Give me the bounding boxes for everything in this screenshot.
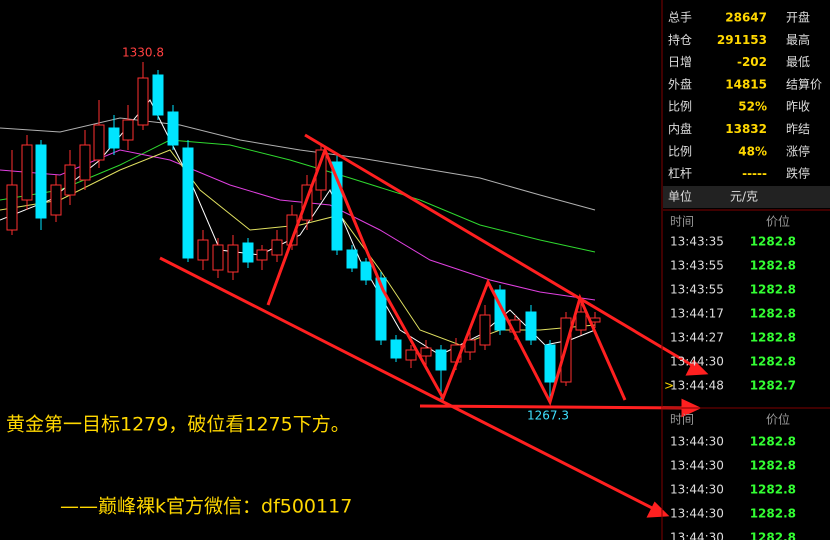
tick-marker: > bbox=[664, 379, 674, 393]
quote-value: -202 bbox=[737, 55, 767, 69]
tick-time: 13:44:17 bbox=[670, 307, 724, 321]
tick-price: 1282.8 bbox=[750, 283, 796, 297]
candle-body bbox=[271, 239, 283, 256]
tick-time: 13:43:35 bbox=[670, 235, 724, 249]
tick-time: 13:44:30 bbox=[670, 531, 724, 540]
candle-body bbox=[197, 239, 209, 261]
candle-body bbox=[50, 184, 62, 216]
candle-body bbox=[212, 244, 224, 271]
tick-header: 时间 bbox=[670, 215, 694, 229]
candle-body bbox=[64, 164, 76, 196]
quote-label: 日增 bbox=[668, 55, 692, 69]
candle-body bbox=[21, 144, 33, 201]
unit-label: 单位 bbox=[668, 189, 692, 204]
quote-field: 昨收 bbox=[786, 100, 810, 114]
tick-time: 13:44:30 bbox=[670, 459, 724, 473]
quote-field: 最高 bbox=[786, 32, 810, 47]
candle-body bbox=[256, 249, 268, 261]
candle-body bbox=[93, 124, 105, 161]
candle-body bbox=[79, 144, 91, 181]
unit-bar bbox=[663, 186, 830, 208]
tick-time: 13:43:55 bbox=[670, 259, 724, 273]
quote-field: 昨结 bbox=[786, 122, 810, 136]
candle-body bbox=[346, 249, 358, 269]
candle-body bbox=[108, 127, 120, 149]
tick-time: 13:44:48 bbox=[670, 379, 724, 393]
candle-body bbox=[525, 311, 537, 341]
candle-body bbox=[315, 149, 327, 191]
tick-price: 1282.8 bbox=[750, 507, 796, 521]
candle-body bbox=[390, 339, 402, 359]
quote-value: ----- bbox=[742, 167, 767, 181]
tick-price: 1282.8 bbox=[750, 459, 796, 473]
quote-label: 比例 bbox=[668, 144, 692, 158]
candle-body bbox=[405, 349, 417, 361]
tick-header: 时间 bbox=[670, 413, 694, 427]
tick-time: 13:44:30 bbox=[670, 355, 724, 369]
candle-body bbox=[494, 289, 506, 331]
candle-body bbox=[331, 161, 343, 251]
tick-header: 价位 bbox=[766, 412, 790, 427]
quote-value: 14815 bbox=[725, 77, 767, 91]
tick-time: 13:44:30 bbox=[670, 507, 724, 521]
candle-body bbox=[152, 74, 164, 116]
candle-body bbox=[227, 244, 239, 273]
tick-price: 1282.8 bbox=[750, 355, 796, 369]
candle-body bbox=[167, 111, 179, 146]
candle-body bbox=[137, 77, 149, 126]
candle-body bbox=[375, 277, 387, 341]
tick-price: 1282.8 bbox=[750, 235, 796, 249]
candle-body bbox=[360, 261, 372, 281]
candle-body bbox=[544, 344, 556, 383]
tick-time: 13:44:30 bbox=[670, 435, 724, 449]
tick-price: 1282.8 bbox=[750, 483, 796, 497]
candle-body bbox=[35, 144, 47, 219]
tick-time: 13:44:27 bbox=[670, 331, 724, 345]
candle-body bbox=[435, 349, 447, 371]
tick-price: 1282.8 bbox=[750, 435, 796, 449]
quote-label: 比例 bbox=[668, 100, 692, 114]
quote-field: 最低 bbox=[786, 55, 810, 69]
quote-label: 杠杆 bbox=[668, 166, 692, 181]
high-label: 1330.8 bbox=[122, 46, 164, 60]
quote-field: 跌停 bbox=[786, 166, 810, 181]
candle-body bbox=[6, 184, 18, 231]
quote-field: 结算价 bbox=[786, 76, 822, 91]
low-label: 1267.3 bbox=[527, 409, 569, 423]
quote-label: 内盘 bbox=[668, 121, 692, 136]
tick-header: 价位 bbox=[766, 214, 790, 229]
candlesticks bbox=[6, 62, 601, 402]
tick-price: 1282.8 bbox=[750, 331, 796, 345]
candle-body bbox=[242, 242, 254, 263]
tick-price: 1282.8 bbox=[750, 259, 796, 273]
annotation: 黄金第一目标1279，破位看1275下方。 bbox=[6, 414, 350, 436]
unit: 元/克 bbox=[730, 190, 758, 204]
candle-body bbox=[122, 119, 134, 141]
tick-time: 13:43:55 bbox=[670, 283, 724, 297]
candle-body bbox=[575, 311, 587, 331]
quote-value: 48% bbox=[738, 144, 767, 158]
tick-time: 13:44:30 bbox=[670, 483, 724, 497]
tick-price: 1282.7 bbox=[750, 379, 796, 393]
quote-label: 外盘 bbox=[668, 76, 692, 91]
candle-body bbox=[479, 314, 491, 346]
candle-body bbox=[464, 339, 476, 353]
quote-label: 持仓 bbox=[668, 32, 692, 47]
quote-value: 291153 bbox=[717, 33, 767, 47]
quote-label: 总手 bbox=[668, 11, 692, 25]
quote-field: 开盘 bbox=[786, 10, 810, 25]
candle-body bbox=[182, 147, 194, 259]
quote-field: 涨停 bbox=[786, 143, 810, 158]
signature: ——巅峰裸k官方微信：df500117 bbox=[60, 496, 352, 518]
quote-value: 52% bbox=[738, 100, 767, 114]
quote-value: 13832 bbox=[725, 122, 767, 136]
tick-price: 1282.8 bbox=[750, 531, 796, 540]
tick-price: 1282.8 bbox=[750, 307, 796, 321]
candle-body bbox=[420, 347, 432, 357]
quote-value: 28647 bbox=[725, 11, 767, 25]
